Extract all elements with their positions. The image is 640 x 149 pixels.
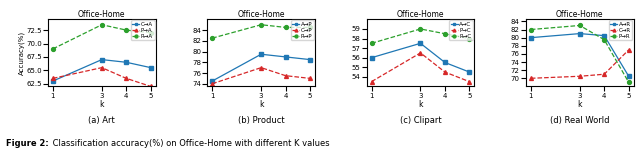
C→R	[625, 49, 632, 51]
Text: Figure 2:: Figure 2:	[6, 139, 49, 148]
A→C	[465, 71, 473, 73]
Legend: A→R, C→R, P→R: A→R, C→R, P→R	[609, 20, 632, 41]
P→R	[600, 39, 608, 41]
X-axis label: k: k	[259, 100, 264, 109]
C→R	[527, 77, 534, 79]
Y-axis label: Accuracy(%): Accuracy(%)	[18, 31, 24, 75]
P→C	[368, 81, 376, 83]
A→R	[600, 35, 608, 37]
P→A	[122, 77, 130, 79]
Line: R→P: R→P	[211, 23, 312, 40]
P→A	[147, 86, 155, 87]
X-axis label: k: k	[577, 100, 582, 109]
C→A	[98, 59, 106, 60]
C→A	[147, 67, 155, 69]
A→C	[368, 57, 376, 59]
C→P	[306, 77, 314, 79]
C→A	[49, 80, 57, 82]
Text: (a) Art: (a) Art	[88, 116, 115, 125]
C→P	[282, 75, 289, 77]
A→P	[209, 80, 216, 82]
P→R	[625, 82, 632, 83]
X-axis label: k: k	[418, 100, 422, 109]
Title: Office-Home: Office-Home	[237, 10, 285, 19]
R→P	[257, 24, 265, 26]
Title: Office-Home: Office-Home	[397, 10, 444, 19]
Line: C→R: C→R	[529, 48, 630, 80]
Line: A→C: A→C	[369, 41, 471, 74]
Line: P→C: P→C	[369, 51, 471, 84]
C→R	[600, 73, 608, 75]
A→C	[441, 62, 449, 63]
C→A	[122, 61, 130, 63]
P→R	[576, 25, 584, 26]
P→A	[98, 67, 106, 69]
R→P	[306, 27, 314, 28]
R→A	[122, 29, 130, 31]
Text: (c) Clipart: (c) Clipart	[399, 116, 441, 125]
Line: P→R: P→R	[529, 24, 630, 84]
Line: A→P: A→P	[211, 52, 312, 83]
P→A	[49, 77, 57, 79]
Line: R→C: R→C	[369, 27, 471, 45]
R→C	[368, 42, 376, 44]
Text: (b) Product: (b) Product	[238, 116, 284, 125]
A→C	[417, 42, 424, 44]
Line: P→A: P→A	[51, 66, 153, 88]
R→A	[147, 32, 155, 34]
X-axis label: k: k	[100, 100, 104, 109]
P→C	[417, 52, 424, 54]
P→R	[527, 29, 534, 30]
P→C	[465, 81, 473, 83]
Legend: C→A, P→A, R→A: C→A, P→A, R→A	[131, 20, 154, 41]
A→R	[527, 37, 534, 39]
C→R	[576, 75, 584, 77]
R→C	[441, 33, 449, 35]
Line: C→P: C→P	[211, 66, 312, 86]
A→P	[257, 53, 265, 55]
C→P	[209, 83, 216, 85]
R→C	[465, 38, 473, 39]
A→R	[576, 33, 584, 34]
A→R	[625, 75, 632, 77]
Text: (d) Real World: (d) Real World	[550, 116, 609, 125]
Line: C→A: C→A	[51, 58, 153, 83]
Line: A→R: A→R	[529, 32, 630, 78]
R→P	[209, 37, 216, 39]
P→C	[441, 71, 449, 73]
R→P	[282, 27, 289, 28]
R→A	[49, 48, 57, 50]
Legend: A→P, C→P, R→P: A→P, C→P, R→P	[291, 20, 314, 41]
A→P	[282, 56, 289, 58]
R→C	[417, 28, 424, 30]
Title: Office-Home: Office-Home	[556, 10, 604, 19]
Legend: A→C, P→C, R→C: A→C, P→C, R→C	[449, 20, 473, 41]
R→A	[98, 24, 106, 26]
Text: Classification accuracy(%) on Office-Home with different K values: Classification accuracy(%) on Office-Hom…	[50, 139, 330, 148]
Line: R→A: R→A	[51, 23, 153, 51]
A→P	[306, 59, 314, 60]
C→P	[257, 67, 265, 69]
Title: Office-Home: Office-Home	[78, 10, 125, 19]
